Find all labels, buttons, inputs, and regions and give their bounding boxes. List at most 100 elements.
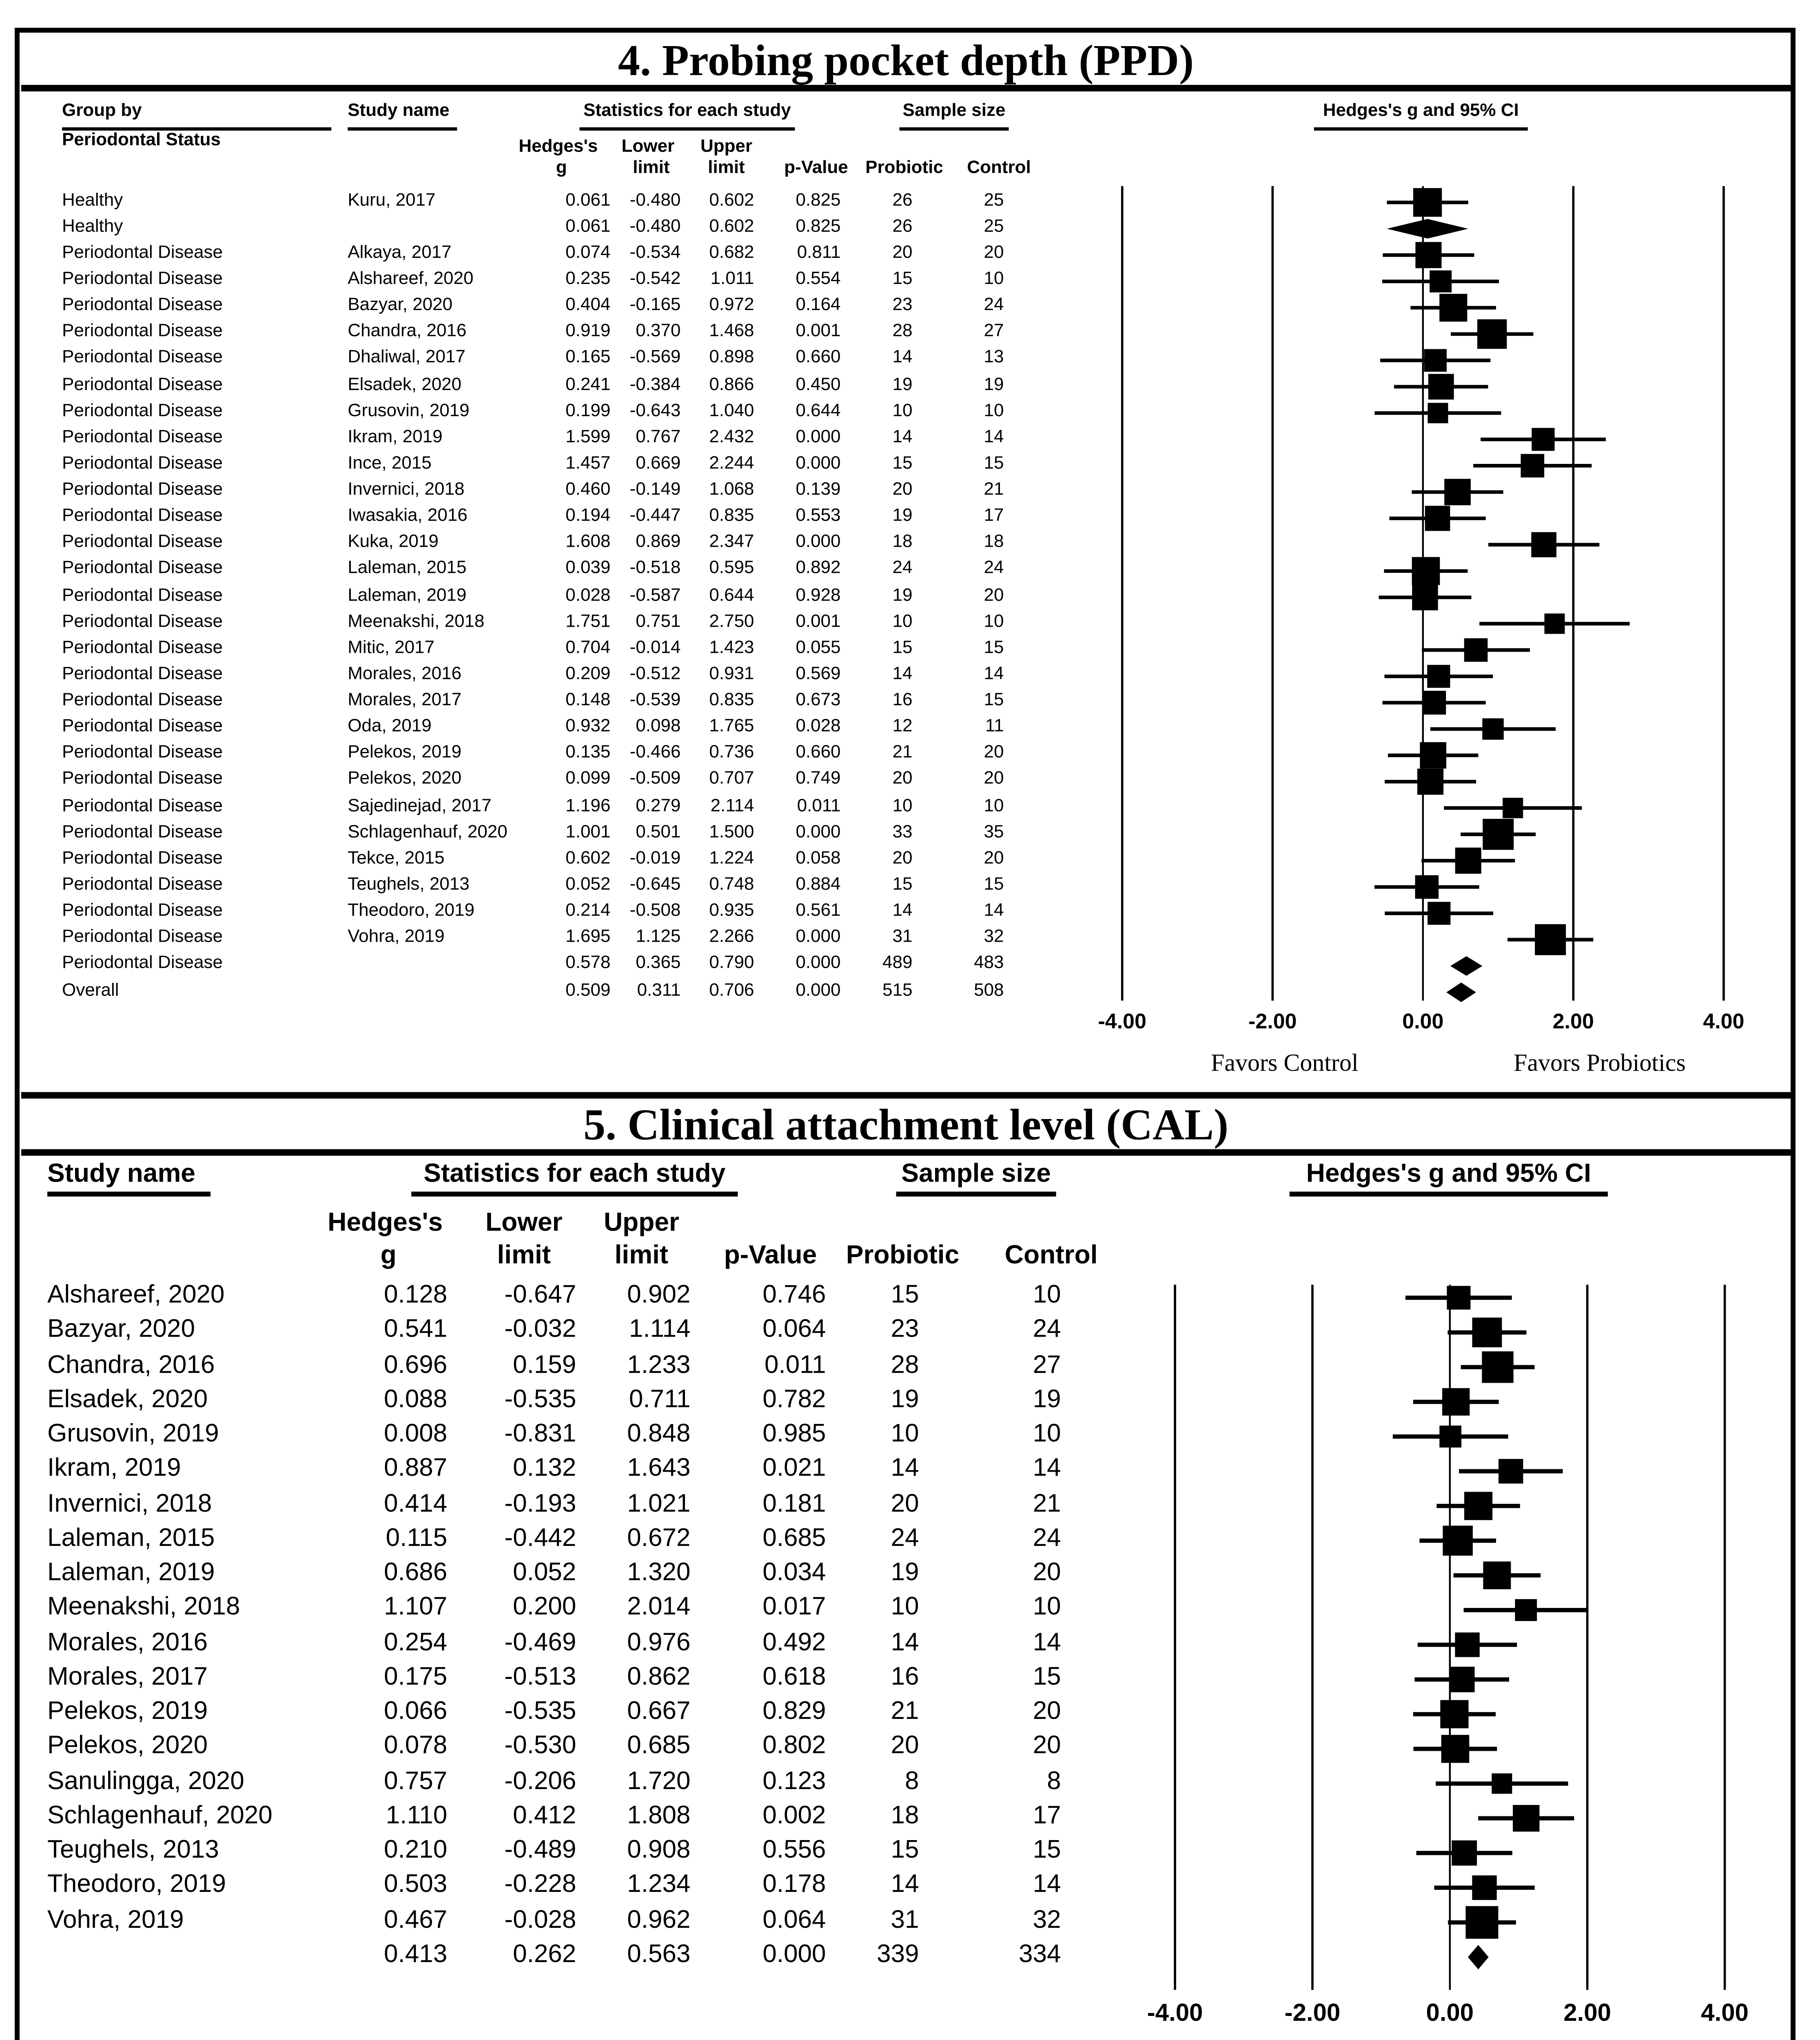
p4-header-group: Group by bbox=[62, 101, 142, 121]
table-cell-upper: 0.672 bbox=[627, 1524, 691, 1552]
table-cell-nc: 24 bbox=[1033, 1316, 1061, 1344]
table-cell-nc: 483 bbox=[974, 954, 1004, 974]
table-cell-np: 21 bbox=[892, 743, 913, 763]
table-cell-upper: 0.862 bbox=[627, 1663, 691, 1691]
table-cell-lower: -0.518 bbox=[630, 559, 681, 579]
table-cell-nc: 20 bbox=[1033, 1732, 1061, 1761]
table-cell-nc: 21 bbox=[984, 480, 1004, 500]
table-cell-lower: -0.019 bbox=[630, 848, 681, 868]
table-cell-g: 0.235 bbox=[565, 269, 611, 289]
table-cell-p: 0.000 bbox=[763, 1940, 826, 1969]
table-cell-g: 0.509 bbox=[565, 980, 611, 1000]
table-cell-study: Vohra, 2019 bbox=[47, 1906, 184, 1934]
table-cell-upper: 1.011 bbox=[710, 269, 754, 289]
table-cell-lower: -0.489 bbox=[504, 1836, 576, 1865]
table-cell-lower: -0.534 bbox=[630, 243, 681, 263]
table-cell-upper: 1.423 bbox=[709, 638, 754, 658]
table-cell-nc: 25 bbox=[984, 190, 1004, 210]
table-cell-np: 20 bbox=[892, 480, 913, 500]
table-cell-nc: 15 bbox=[984, 453, 1004, 473]
table-cell-upper: 0.706 bbox=[709, 980, 754, 1000]
p5-subheader-probiotic: Probiotic bbox=[846, 1242, 960, 1270]
p5-header-study: Study name bbox=[47, 1160, 195, 1189]
table-cell-nc: 20 bbox=[1033, 1559, 1061, 1587]
table-cell-study: Pelekos, 2020 bbox=[348, 769, 462, 789]
table-cell-group: Periodontal Disease bbox=[62, 506, 223, 526]
table-cell-upper: 0.736 bbox=[709, 743, 754, 763]
table-cell-group: Periodontal Disease bbox=[62, 769, 223, 789]
table-cell-lower: -0.469 bbox=[504, 1628, 576, 1656]
table-cell-study: Bazyar, 2020 bbox=[47, 1316, 195, 1344]
table-cell-p: 0.685 bbox=[763, 1524, 826, 1552]
table-cell-upper: 1.114 bbox=[629, 1316, 691, 1344]
table-cell-np: 14 bbox=[891, 1871, 919, 1899]
p5-header-ci-underline bbox=[1289, 1191, 1608, 1196]
table-cell-np: 10 bbox=[892, 401, 913, 421]
p4-subheader-lower-limit: limit bbox=[633, 157, 670, 177]
table-cell-upper: 0.595 bbox=[709, 559, 754, 579]
table-cell-group: Periodontal Disease bbox=[62, 243, 223, 263]
table-cell-study: Chandra, 2016 bbox=[348, 322, 467, 342]
table-cell-upper: 0.962 bbox=[627, 1906, 691, 1934]
table-cell-np: 339 bbox=[876, 1940, 919, 1969]
table-cell-np: 20 bbox=[891, 1732, 919, 1761]
p5-subheader-upper-limit: limit bbox=[614, 1242, 669, 1270]
table-cell-g: 0.602 bbox=[565, 848, 611, 868]
table-cell-p: 0.000 bbox=[796, 927, 841, 947]
p4-header-study-underline bbox=[348, 126, 457, 130]
table-cell-upper: 0.711 bbox=[629, 1385, 691, 1413]
table-cell-group: Periodontal Disease bbox=[62, 638, 223, 658]
table-cell-upper: 2.014 bbox=[627, 1594, 691, 1622]
table-cell-study: Sanulingga, 2020 bbox=[47, 1767, 244, 1795]
table-cell-p: 0.749 bbox=[796, 769, 841, 789]
table-cell-study: Ikram, 2019 bbox=[348, 427, 443, 447]
table-cell-p: 0.123 bbox=[763, 1767, 826, 1795]
table-cell-study: Ince, 2015 bbox=[348, 453, 432, 473]
table-cell-g: 0.210 bbox=[384, 1836, 448, 1865]
p5-header-sample-underline bbox=[896, 1191, 1056, 1196]
table-cell-lower: 0.365 bbox=[636, 954, 681, 974]
table-cell-g: 0.404 bbox=[565, 295, 611, 315]
table-cell-study: Morales, 2016 bbox=[47, 1628, 208, 1656]
table-cell-study: Theodoro, 2019 bbox=[47, 1871, 226, 1899]
table-cell-upper: 1.320 bbox=[627, 1559, 691, 1587]
table-cell-np: 14 bbox=[892, 901, 913, 921]
table-cell-g: 0.194 bbox=[565, 506, 611, 526]
table-cell-nc: 27 bbox=[1033, 1350, 1061, 1379]
axis-tick-label: -2.00 bbox=[1284, 2000, 1341, 2028]
table-cell-study: Theodoro, 2019 bbox=[348, 901, 474, 921]
p4-header-sample-underline bbox=[899, 126, 1009, 130]
table-cell-p: 0.028 bbox=[796, 717, 841, 737]
table-cell-lower: 0.412 bbox=[513, 1802, 576, 1830]
table-cell-group: Periodontal Disease bbox=[62, 717, 223, 737]
p5-header-stats-underline bbox=[411, 1191, 738, 1196]
table-cell-lower: -0.587 bbox=[630, 585, 681, 605]
table-cell-p: 0.001 bbox=[796, 322, 841, 342]
table-cell-nc: 10 bbox=[984, 796, 1004, 816]
table-cell-nc: 20 bbox=[984, 743, 1004, 763]
table-cell-lower: -0.206 bbox=[504, 1767, 576, 1795]
axis-tick-label: 2.00 bbox=[1563, 2000, 1612, 2028]
table-cell-upper: 0.667 bbox=[627, 1698, 691, 1726]
table-cell-study: Pelekos, 2019 bbox=[47, 1698, 208, 1726]
table-cell-nc: 15 bbox=[1033, 1836, 1061, 1865]
table-cell-g: 0.052 bbox=[565, 875, 611, 895]
table-cell-study: Tekce, 2015 bbox=[348, 848, 445, 868]
table-cell-lower: 0.052 bbox=[513, 1559, 576, 1587]
table-cell-np: 24 bbox=[892, 559, 913, 579]
table-cell-p: 0.058 bbox=[796, 848, 841, 868]
table-cell-p: 0.660 bbox=[796, 348, 841, 368]
table-cell-nc: 10 bbox=[1033, 1281, 1061, 1309]
table-cell-p: 0.064 bbox=[763, 1906, 826, 1934]
panel5-title: 5. Clinical attachment level (CAL) bbox=[583, 1100, 1229, 1149]
table-cell-p: 0.884 bbox=[796, 875, 841, 895]
table-cell-lower: 0.098 bbox=[636, 717, 681, 737]
table-cell-group: Periodontal Disease bbox=[62, 375, 223, 395]
table-cell-upper: 0.563 bbox=[627, 1940, 691, 1969]
table-cell-study: Dhaliwal, 2017 bbox=[348, 348, 466, 368]
table-cell-np: 15 bbox=[891, 1281, 919, 1309]
table-cell-study: Teughels, 2013 bbox=[348, 875, 470, 895]
table-cell-upper: 1.040 bbox=[709, 401, 754, 421]
table-cell-np: 15 bbox=[892, 453, 913, 473]
table-cell-nc: 11 bbox=[985, 717, 1004, 737]
